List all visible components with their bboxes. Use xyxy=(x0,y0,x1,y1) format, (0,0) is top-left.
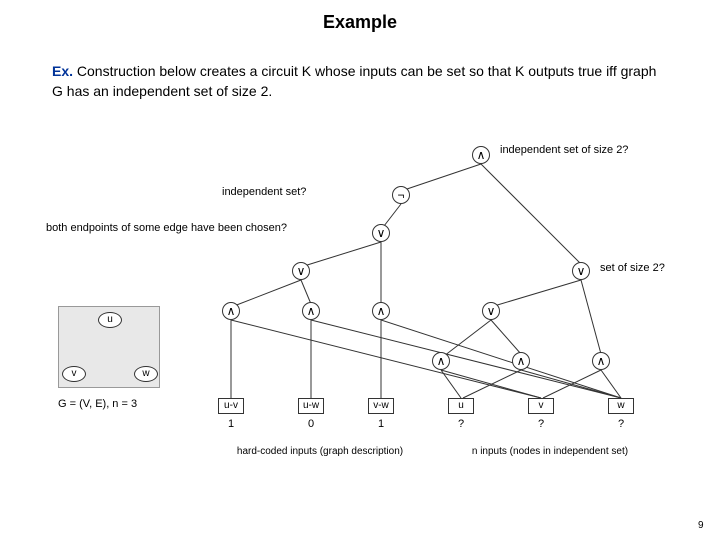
label-both-endpoints: both endpoints of some edge have been ch… xyxy=(46,222,287,234)
leaf-w: w xyxy=(608,398,634,414)
label-indset: independent set? xyxy=(222,186,306,198)
leaf-u: u xyxy=(448,398,474,414)
paragraph-text: Construction below creates a circuit K w… xyxy=(52,63,656,99)
gate-and-l6: ∧ xyxy=(592,352,610,370)
gate-and-uw: ∧ xyxy=(302,302,320,320)
leaf-vw: v-w xyxy=(368,398,394,414)
val-w: ? xyxy=(608,418,634,430)
val-v: ? xyxy=(528,418,554,430)
gate-or-top: ∨ xyxy=(372,224,390,242)
footer-left: hard-coded inputs (graph description) xyxy=(220,446,420,457)
leaf-v: v xyxy=(528,398,554,414)
gate-or-pair: ∨ xyxy=(482,302,500,320)
label-indset-size2: independent set of size 2? xyxy=(500,144,628,156)
gate-or-mid: ∨ xyxy=(292,262,310,280)
gate-not: ¬ xyxy=(392,186,410,204)
gate-and-l5: ∧ xyxy=(512,352,530,370)
graph-node-w: w xyxy=(134,366,158,382)
paragraph-prefix: Ex. xyxy=(52,63,73,79)
gate-and-top: ∧ xyxy=(472,146,490,164)
leaf-uw: u-w xyxy=(298,398,324,414)
label-size2: set of size 2? xyxy=(600,262,665,274)
graph-node-v: v xyxy=(62,366,86,382)
footer-right: n inputs (nodes in independent set) xyxy=(440,446,660,457)
val-uw: 0 xyxy=(298,418,324,430)
gate-and-l4: ∧ xyxy=(432,352,450,370)
val-u: ? xyxy=(448,418,474,430)
page-number: 9 xyxy=(698,520,704,531)
val-vw: 1 xyxy=(368,418,394,430)
val-uv: 1 xyxy=(218,418,244,430)
slide-title: Example xyxy=(0,12,720,33)
leaf-uv: u-v xyxy=(218,398,244,414)
gate-and-uv: ∧ xyxy=(222,302,240,320)
slide-paragraph: Ex. Construction below creates a circuit… xyxy=(52,62,668,101)
graph-node-u: u xyxy=(98,312,122,328)
gate-and-vw: ∧ xyxy=(372,302,390,320)
gate-or-right: ∨ xyxy=(572,262,590,280)
graph-caption: G = (V, E), n = 3 xyxy=(58,398,137,410)
